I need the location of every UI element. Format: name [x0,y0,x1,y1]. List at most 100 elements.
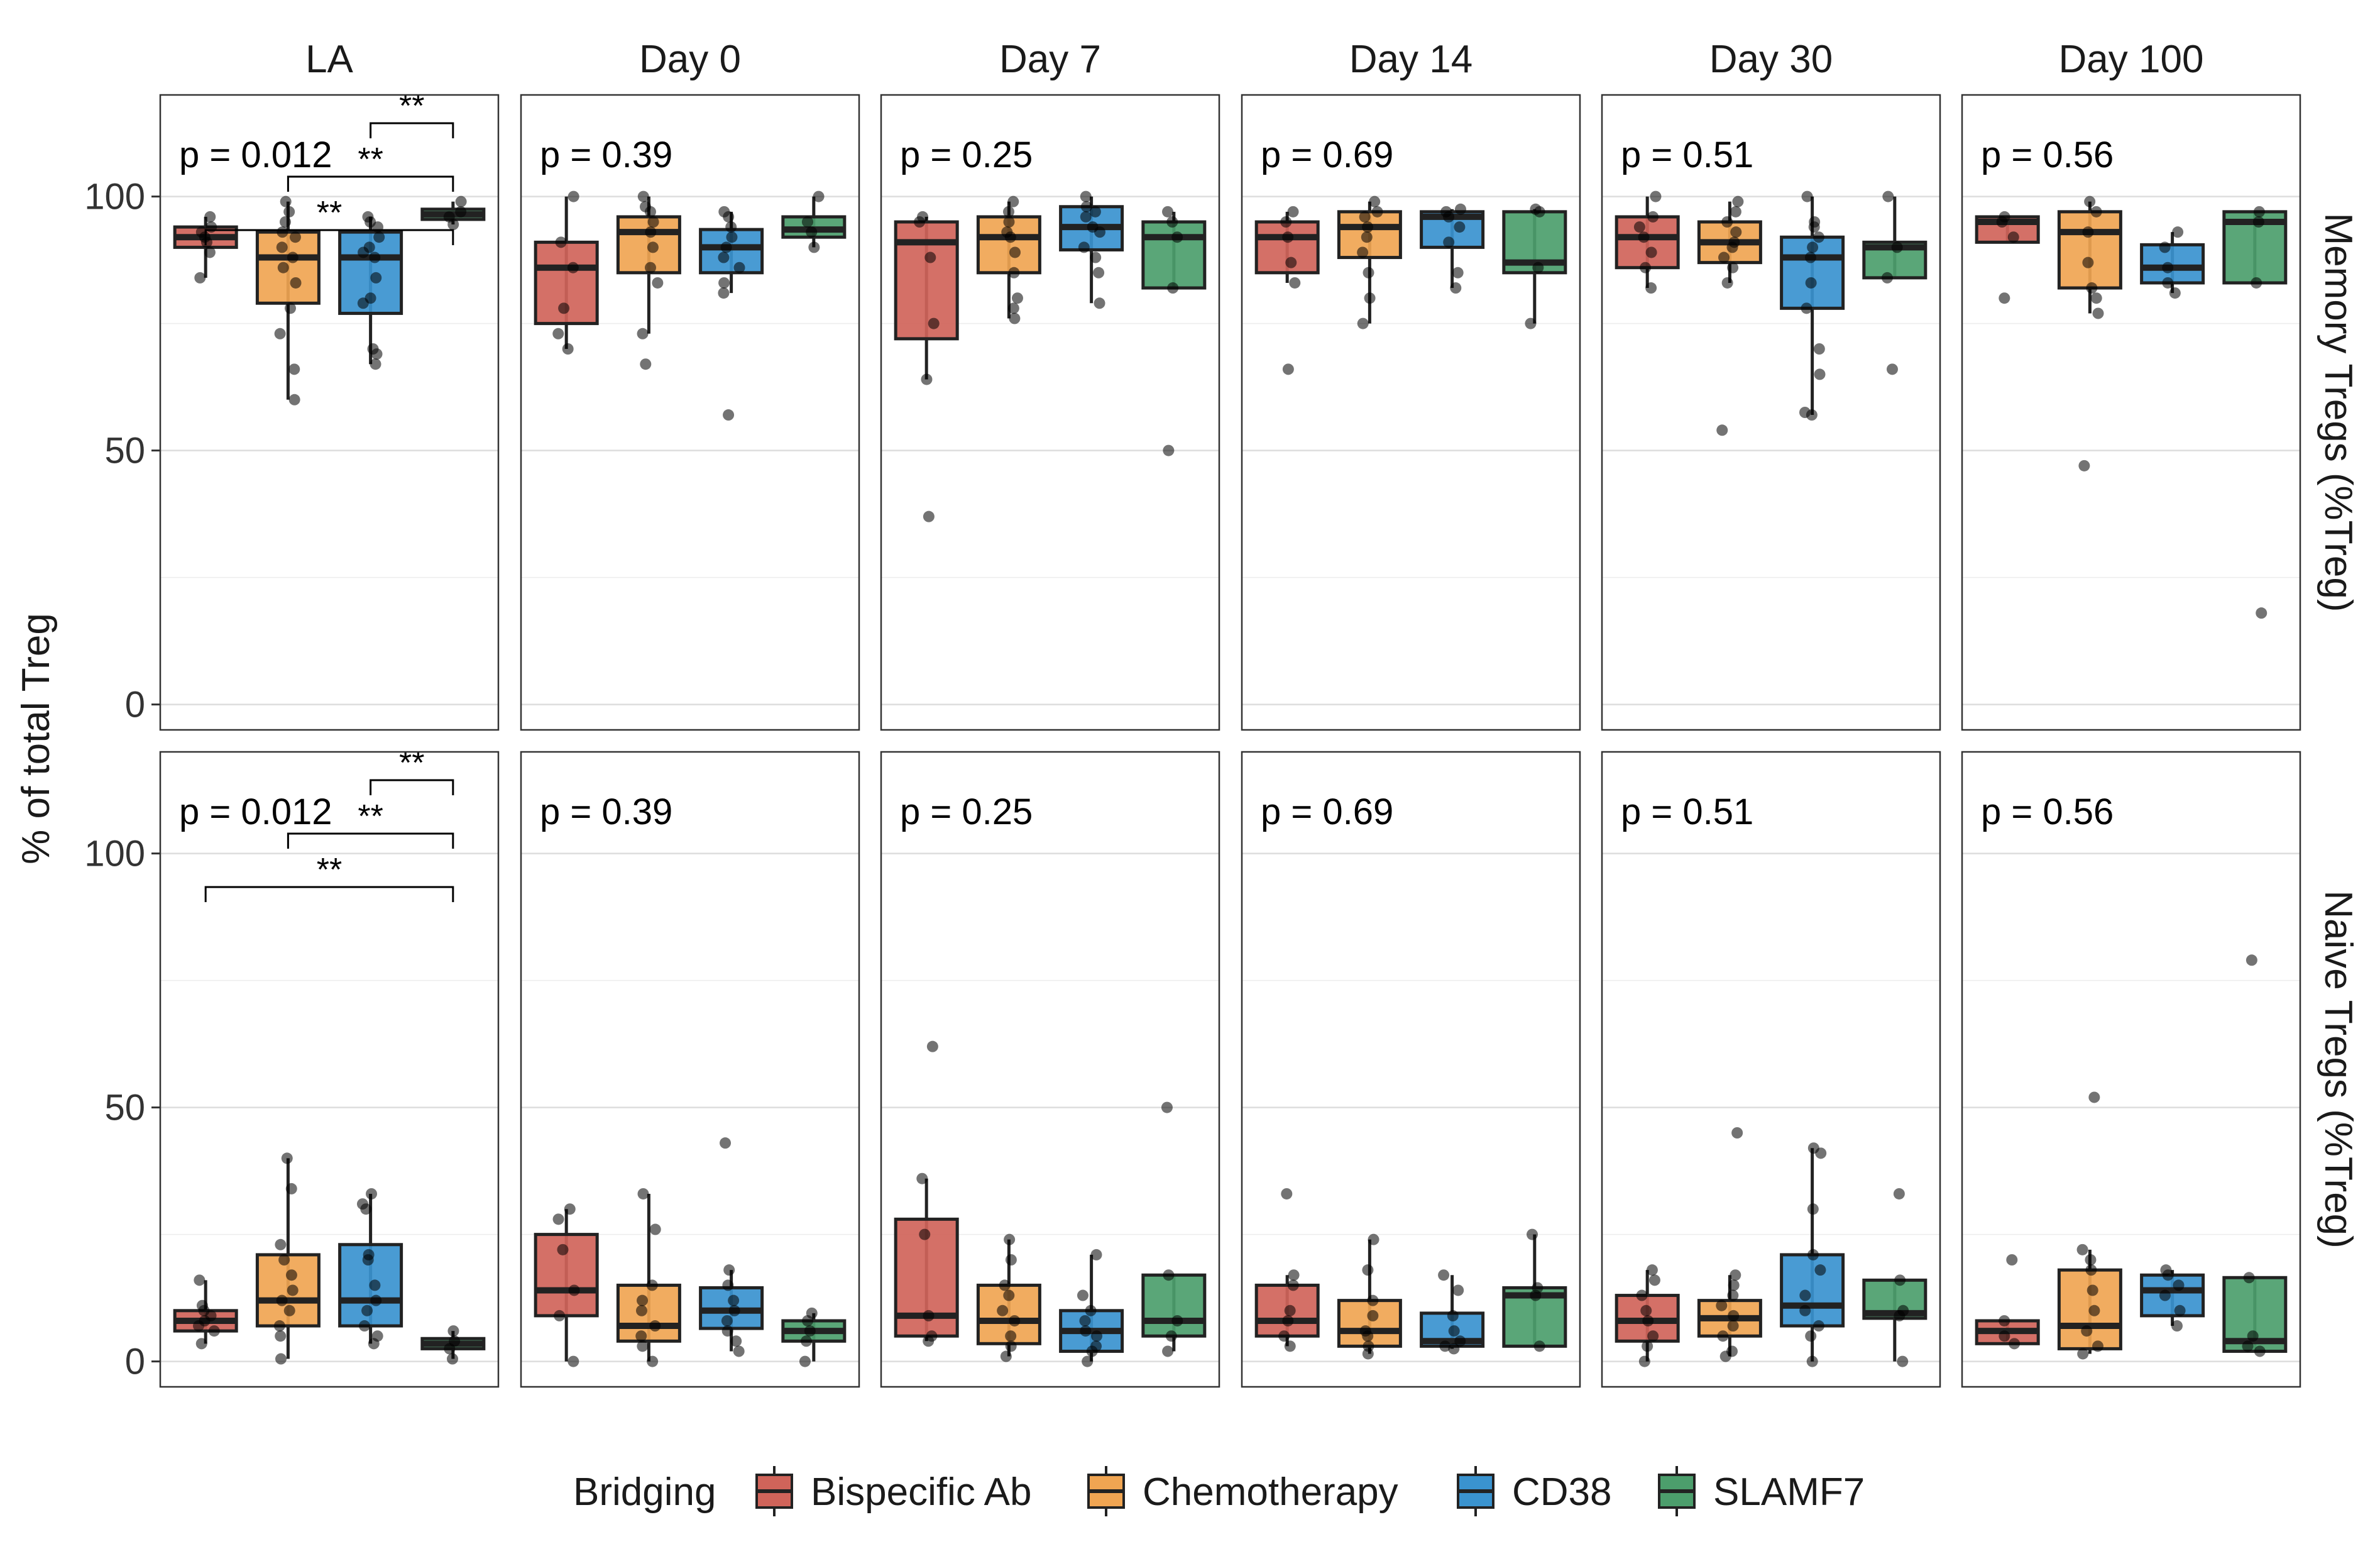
panel-0-4: p = 0.51 [1601,94,1941,731]
data-point [1281,1188,1293,1199]
data-point [2082,256,2094,268]
data-point [358,1320,370,1332]
data-point [2085,1264,2097,1276]
data-point [204,211,216,223]
data-point [1439,1340,1451,1352]
data-point [2088,1304,2100,1316]
data-point [1289,277,1301,289]
data-point [733,1345,745,1357]
data-point [289,231,301,243]
box-body [1780,235,1845,310]
data-point [2076,1243,2088,1255]
data-point [284,302,296,314]
data-point [919,1228,931,1240]
data-point [1009,312,1021,324]
data-point [370,272,382,284]
data-point [649,1223,661,1235]
data-point [562,343,574,355]
box-slamf7 [781,1307,847,1367]
y-tick-label: 50 [104,1088,145,1128]
data-point [637,1340,649,1352]
box-body [616,1283,681,1343]
data-point [720,1137,732,1149]
data-point [1005,1340,1017,1352]
data-point [2247,1330,2259,1342]
box-bispecific-ab [1254,1188,1320,1352]
data-point [1162,206,1174,218]
data-point [208,1325,220,1337]
data-point [2090,206,2102,218]
data-point [799,1355,811,1367]
data-point [564,1203,576,1215]
data-point [730,1335,742,1347]
data-point [1282,363,1294,375]
data-point [1371,206,1383,218]
box-slamf7 [420,1325,486,1365]
legend-item-label: SLAMF7 [1713,1470,1865,1514]
box-body [1141,220,1207,290]
data-point [1805,277,1817,289]
strip-label-2: Day 7 [999,38,1101,81]
data-point [1359,1325,1371,1337]
data-point [2081,1325,2093,1337]
data-point [718,251,730,263]
y-axis-title: % of total Treg [14,613,58,864]
data-point [1525,317,1537,329]
data-point [283,1304,295,1316]
data-point [1645,246,1657,258]
panel-1-3: p = 0.69 [1241,751,1581,1388]
data-point [1801,302,1812,314]
data-point [1716,424,1728,436]
data-point [568,1355,579,1367]
data-point [1532,262,1544,273]
data-point [1288,1269,1300,1281]
significance-stars: ** [399,745,424,781]
data-point [725,221,737,233]
data-point [806,226,818,238]
legend-item-chemotherapy: Chemotherapy [1087,1466,1398,1516]
data-point [1090,251,1102,263]
data-point [1011,292,1023,304]
data-point [1008,267,1020,278]
box-cd38 [338,1188,403,1350]
data-point [2162,262,2174,273]
data-point [1162,1345,1174,1357]
panel-border [1601,751,1941,1388]
box-chemotherapy [616,1188,681,1367]
data-point [285,1269,297,1281]
data-point [552,328,564,339]
data-point [1443,236,1455,248]
strip-label-0: LA [305,38,353,81]
box-slamf7 [1862,1188,1928,1367]
data-point [1897,1355,1909,1367]
data-point [1533,1340,1545,1352]
box-cd38 [1780,1142,1845,1367]
data-point [2243,1272,2255,1284]
data-point [637,190,649,202]
data-point [290,277,302,289]
data-point [1369,196,1381,207]
data-point [2086,282,2098,294]
panel-1-1: p = 0.39 [520,751,860,1388]
data-point [558,302,570,314]
data-point [568,190,579,202]
data-point [1642,1340,1653,1352]
panel-1-5: p = 0.56 [1961,751,2301,1388]
data-point [1728,236,1740,248]
data-point [1646,1264,1658,1276]
data-point [2088,1091,2100,1103]
panel-1-2: p = 0.25 [880,751,1220,1388]
panel-background [1962,95,2300,730]
data-point [1999,292,2010,304]
data-point [1813,343,1825,355]
panel-background [160,95,498,730]
data-point [1452,267,1464,278]
panel-background [1242,752,1580,1387]
data-point [2092,1340,2103,1352]
data-point [2253,206,2265,218]
box-chemotherapy [1337,196,1402,329]
data-point [1357,317,1369,329]
data-point [1642,1315,1654,1326]
data-point [1287,206,1299,218]
